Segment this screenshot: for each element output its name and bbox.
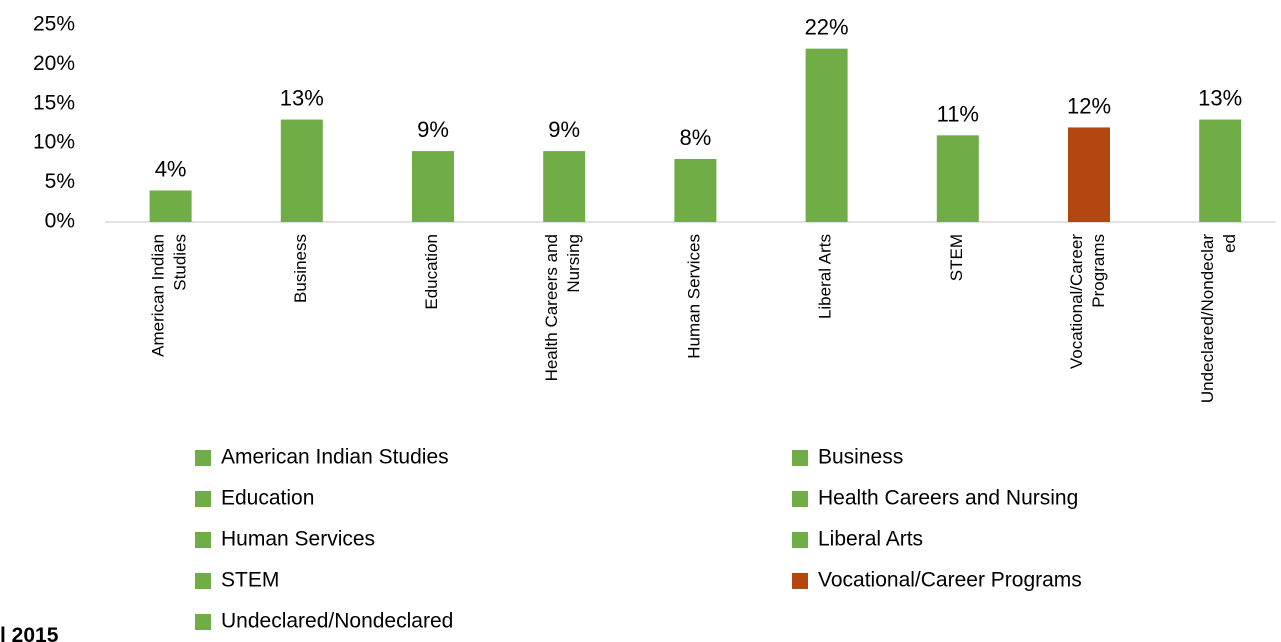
legend-swatch bbox=[195, 573, 211, 589]
legend-label: Liberal Arts bbox=[818, 528, 923, 551]
x-tick-line: Health Careers and bbox=[543, 234, 562, 381]
bar bbox=[543, 151, 586, 222]
data-label: 11% bbox=[937, 101, 979, 126]
x-tick-line: Education bbox=[422, 234, 441, 310]
x-tick-label: STEM bbox=[947, 234, 966, 281]
x-tick-line: Vocational/Career bbox=[1067, 234, 1086, 369]
legend-swatch bbox=[792, 532, 808, 548]
x-tick-label: Vocational/Career Programs bbox=[1067, 234, 1108, 369]
bar bbox=[280, 119, 323, 222]
legend-label: Human Services bbox=[221, 528, 375, 551]
legend-swatch bbox=[195, 450, 211, 466]
legend-label: Undeclared/Nondeclared bbox=[221, 610, 453, 633]
x-tick-label: Undeclared/Nondeclar ed bbox=[1199, 234, 1240, 403]
x-tick-line: Studies bbox=[171, 234, 190, 291]
data-label: 9% bbox=[417, 117, 449, 142]
data-label: 8% bbox=[680, 125, 712, 150]
data-label: 9% bbox=[548, 117, 580, 142]
x-tick-line: Human Services bbox=[685, 234, 704, 359]
bar bbox=[1199, 119, 1242, 222]
bar bbox=[149, 190, 192, 222]
data-label: 4% bbox=[155, 156, 187, 181]
legend-label: American Indian Studies bbox=[221, 446, 449, 469]
x-tick-line: Programs bbox=[1089, 234, 1108, 308]
y-tick-label: 0% bbox=[45, 210, 75, 233]
bar bbox=[674, 158, 717, 222]
x-tick-label: Education bbox=[422, 234, 441, 310]
x-tick-line: American Indian bbox=[149, 234, 168, 357]
x-tick-label: Human Services bbox=[685, 234, 704, 359]
legend-label: Business bbox=[818, 446, 903, 469]
legend-swatch bbox=[792, 573, 808, 589]
x-tick-line: Business bbox=[291, 234, 310, 303]
legend-label: Vocational/Career Programs bbox=[818, 569, 1082, 592]
x-tick-line: Undeclared/Nondeclar bbox=[1199, 234, 1218, 403]
x-tick-line: Liberal Arts bbox=[816, 234, 835, 319]
legend-label: Education bbox=[221, 487, 314, 510]
x-tick-line: ed bbox=[1221, 234, 1240, 253]
data-label: 13% bbox=[280, 86, 324, 111]
x-tick-label: American Indian Studies bbox=[149, 234, 190, 357]
legend-swatch bbox=[792, 491, 808, 507]
legend-swatch bbox=[195, 614, 211, 630]
bar bbox=[412, 151, 454, 222]
legend-label: STEM bbox=[221, 569, 279, 592]
legend-swatch bbox=[792, 450, 808, 466]
legend-label: Health Careers and Nursing bbox=[818, 487, 1078, 510]
x-tick-label: Liberal Arts bbox=[816, 234, 835, 319]
bar bbox=[805, 48, 848, 222]
data-label: 12% bbox=[1067, 93, 1111, 118]
bar bbox=[1068, 127, 1110, 222]
y-tick-label: 25% bbox=[33, 13, 75, 36]
x-tick-label: Health Careers and Nursing bbox=[543, 234, 584, 381]
x-tick-line: Nursing bbox=[565, 234, 584, 293]
y-tick-label: 5% bbox=[45, 170, 75, 193]
data-label: 22% bbox=[805, 15, 849, 40]
y-tick-label: 10% bbox=[33, 131, 75, 154]
legend-swatch bbox=[195, 532, 211, 548]
x-tick-label: Business bbox=[291, 234, 310, 303]
y-tick-label: 20% bbox=[33, 52, 75, 75]
bar bbox=[936, 135, 979, 222]
x-tick-line: STEM bbox=[947, 234, 966, 281]
data-label: 13% bbox=[1198, 86, 1242, 111]
footnote: l 2015 bbox=[0, 624, 59, 642]
legend-swatch bbox=[195, 491, 211, 507]
y-tick-label: 15% bbox=[33, 91, 75, 114]
